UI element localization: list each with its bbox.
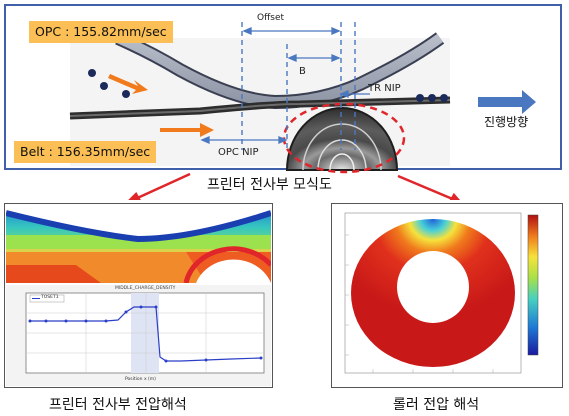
offset-label: Offset <box>257 13 285 23</box>
dimension-lines <box>241 22 356 150</box>
charge-density-plot <box>6 285 271 386</box>
nip-highlight <box>282 102 406 174</box>
transfer-roller <box>285 107 399 171</box>
plot-title: MIDDLE_CHARGE_DENSITY <box>115 286 176 291</box>
roller-voltage-caption: 롤러 전압 해석 <box>393 397 480 413</box>
voltage-analysis-caption: 프린터 전사부 전압해석 <box>49 397 187 413</box>
direction-arrow-icon <box>478 90 536 114</box>
motion-arrows <box>108 74 214 137</box>
b-label: B <box>299 66 306 77</box>
plot-legend: TOSET1 <box>41 295 59 300</box>
opc-speed-label: OPC : 155.82mm/sec <box>29 21 173 43</box>
opc-nip-label: OPC NIP <box>218 147 259 158</box>
plot-xlabel: Position x (m) <box>125 377 156 382</box>
schematic-caption: 프린터 전사부 모식도 <box>205 174 334 194</box>
color-scale-bar <box>527 214 539 356</box>
red-arrows <box>128 172 461 200</box>
toner-particles <box>88 69 448 102</box>
belt-speed-label: Belt : 156.35mm/sec <box>14 141 157 163</box>
direction-label: 진행방향 <box>484 115 529 129</box>
field-contour-plot <box>6 205 271 283</box>
roller-voltage-plot <box>344 212 539 374</box>
tr-nip-label: TR NIP <box>368 83 401 94</box>
dimension-arrows <box>200 27 370 144</box>
